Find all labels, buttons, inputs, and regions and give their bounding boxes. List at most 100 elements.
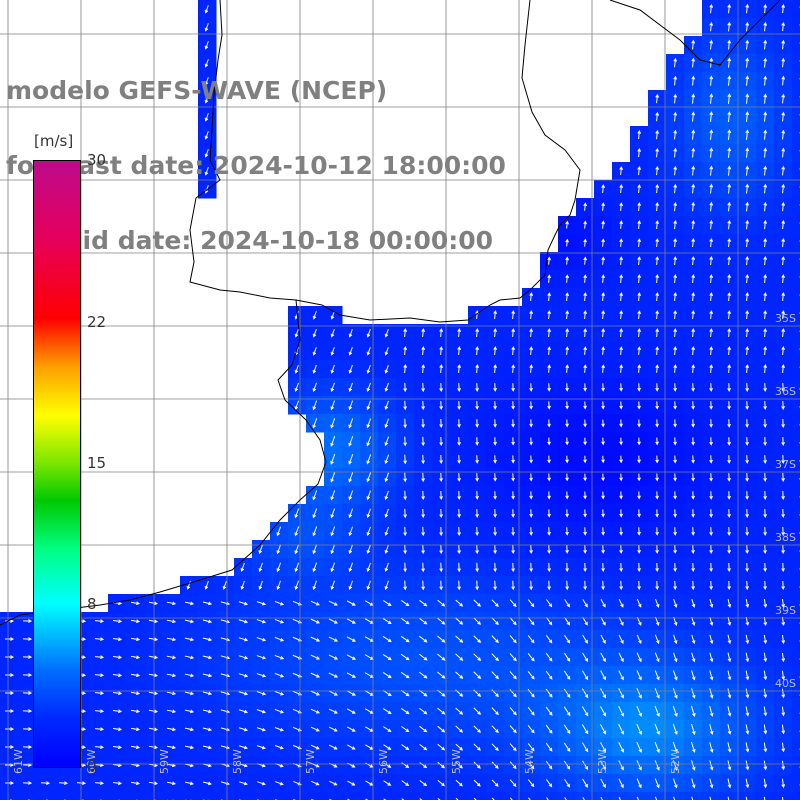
wind-arrow [22, 709, 33, 713]
wind-arrow [709, 455, 713, 464]
wind-arrow [256, 709, 267, 714]
wind-arrow [493, 419, 497, 428]
wind-arrow [637, 346, 642, 355]
wind-arrow [276, 580, 281, 591]
wind-arrow [763, 309, 768, 320]
wind-arrow [637, 364, 642, 373]
wind-arrow [401, 744, 410, 751]
wind-arrow [565, 401, 569, 410]
wind-arrow [619, 419, 623, 428]
wind-arrow [274, 618, 285, 624]
wind-arrow [455, 617, 464, 625]
wind-arrow [112, 619, 123, 624]
wind-arrow [709, 273, 714, 284]
wind-arrow [148, 709, 159, 714]
wind-cell [792, 396, 800, 415]
wind-arrow [763, 201, 768, 212]
wind-arrow [709, 527, 713, 536]
wind-arrow [637, 383, 641, 392]
wind-arrow [564, 778, 571, 788]
wind-arrow [419, 762, 428, 769]
wind-arrow [312, 562, 317, 573]
wind-arrow [94, 781, 105, 786]
wind-arrow [491, 779, 499, 787]
wind-arrow [619, 545, 623, 554]
wind-arrow [619, 346, 624, 355]
wind-arrow [727, 706, 732, 717]
wind-cell [378, 792, 397, 800]
wind-arrow [527, 653, 535, 662]
wind-arrow [294, 364, 299, 374]
wind-arrow [691, 688, 696, 699]
wind-arrow [238, 709, 249, 714]
wind-arrow [727, 688, 732, 699]
wind-arrow [238, 745, 248, 750]
wind-arrow [202, 709, 213, 714]
wind-arrow [745, 562, 749, 573]
wind-arrow [781, 291, 786, 302]
wind-arrow [654, 760, 660, 771]
wind-arrow [328, 600, 338, 606]
wind-arrow [475, 544, 479, 555]
wind-arrow [166, 691, 177, 696]
wind-arrow [672, 705, 678, 718]
wind-arrow [781, 419, 785, 428]
wind-arrow [619, 455, 623, 464]
wind-arrow [727, 724, 732, 735]
wind-arrow [419, 617, 428, 625]
wind-arrow [619, 310, 624, 319]
wind-arrow [781, 255, 786, 266]
wind-arrow [312, 364, 317, 374]
wind-arrow [601, 184, 606, 193]
wind-arrow [745, 706, 750, 717]
wind-arrow [618, 688, 624, 699]
wind-cell [720, 792, 739, 800]
wind-arrow [619, 364, 624, 373]
wind-cell [432, 792, 451, 800]
wind-arrow [312, 508, 318, 519]
wind-arrow [745, 309, 750, 320]
wind-arrow [745, 455, 749, 464]
wind-arrow [655, 328, 660, 337]
wind-arrow [457, 544, 461, 555]
wind-arrow [745, 346, 750, 356]
wind-arrow [655, 111, 660, 122]
wind-arrow [673, 634, 678, 645]
wind-arrow [547, 383, 551, 392]
wind-arrow [565, 455, 569, 464]
wind-arrow [618, 705, 625, 717]
wind-cell [792, 36, 800, 55]
colorbar-tick-label: 22 [87, 312, 107, 331]
wind-arrow [763, 527, 767, 536]
wind-arrow [256, 637, 267, 642]
wind-arrow [565, 491, 569, 500]
wind-arrow [276, 526, 282, 537]
wind-arrow [781, 509, 785, 518]
wind-arrow [511, 473, 515, 482]
wind-arrow [509, 761, 517, 770]
wind-arrow [691, 437, 695, 446]
wind-arrow [781, 778, 786, 789]
wind-arrow [709, 328, 714, 338]
wind-arrow [709, 742, 714, 753]
wind-arrow [403, 436, 407, 447]
wind-arrow [781, 364, 786, 374]
wind-arrow [293, 780, 302, 786]
wind-arrow [439, 400, 443, 411]
wind-arrow [563, 652, 571, 662]
wind-arrow [673, 75, 678, 86]
wind-arrow [745, 39, 750, 50]
wind-arrow [691, 219, 696, 230]
wind-arrow [601, 310, 606, 319]
wind-arrow [437, 761, 446, 769]
wind-arrow [583, 580, 587, 591]
wind-arrow [727, 147, 732, 158]
wind-arrow [564, 634, 571, 644]
wind-arrow [763, 21, 768, 32]
wind-arrow [636, 760, 642, 771]
wind-arrow [655, 129, 660, 140]
wind-arrow [691, 652, 696, 663]
wind-cell [558, 792, 577, 800]
wind-arrow [564, 617, 571, 626]
